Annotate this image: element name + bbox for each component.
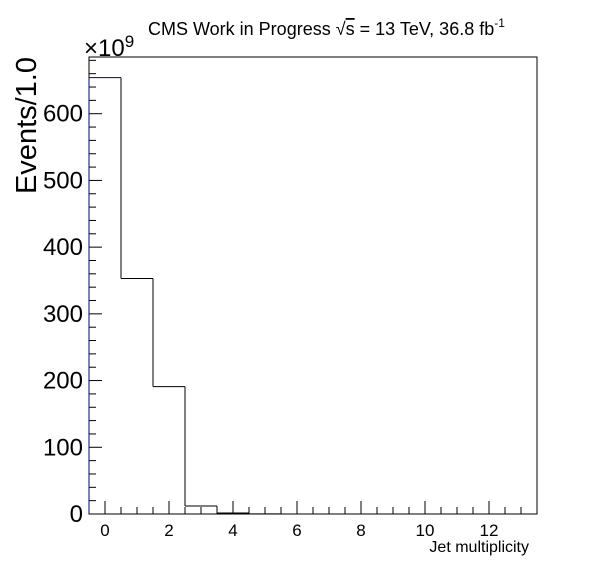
x-tick-label: 0 [100, 521, 109, 540]
y-tick-label: 300 [43, 301, 83, 328]
x-tick-label: 2 [164, 521, 173, 540]
y-tick-label: 500 [43, 167, 83, 194]
histogram-bins [88, 77, 537, 515]
axis-tick-labels: 0 100 200 300 400 500 600 0 2 4 6 8 10 12 [43, 101, 499, 540]
x-tick-label: 12 [480, 521, 499, 540]
x-tick-label: 4 [228, 521, 237, 540]
y-tick-label: 100 [43, 434, 83, 461]
x-tick-label: 6 [292, 521, 301, 540]
y-tick-label: 200 [43, 368, 83, 395]
y-tick-label: 400 [43, 234, 83, 261]
y-axis-title: Events/1.0 [11, 57, 43, 194]
x-tick-label: 10 [416, 521, 435, 540]
y-tick-label: 0 [70, 501, 83, 528]
axis-ticks [88, 59, 538, 515]
plot-title: CMS Work in Progress √s = 13 TeV, 36.8 f… [148, 16, 505, 39]
x-tick-label: 8 [356, 521, 365, 540]
x-axis-title: Jet multiplicity [429, 539, 529, 556]
y-tick-label: 600 [43, 101, 83, 128]
